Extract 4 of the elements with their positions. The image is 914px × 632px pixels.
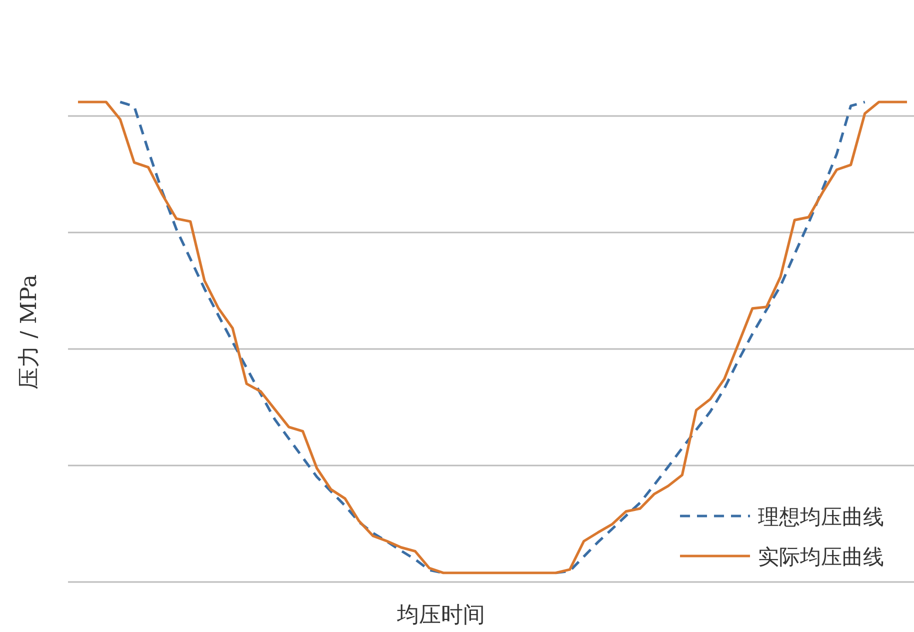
legend-label: 理想均压曲线: [758, 505, 884, 529]
y-axis-title: 压力 / MPa: [17, 274, 42, 390]
x-axis-title: 均压时间: [396, 603, 485, 628]
legend-label: 实际均压曲线: [758, 545, 884, 569]
